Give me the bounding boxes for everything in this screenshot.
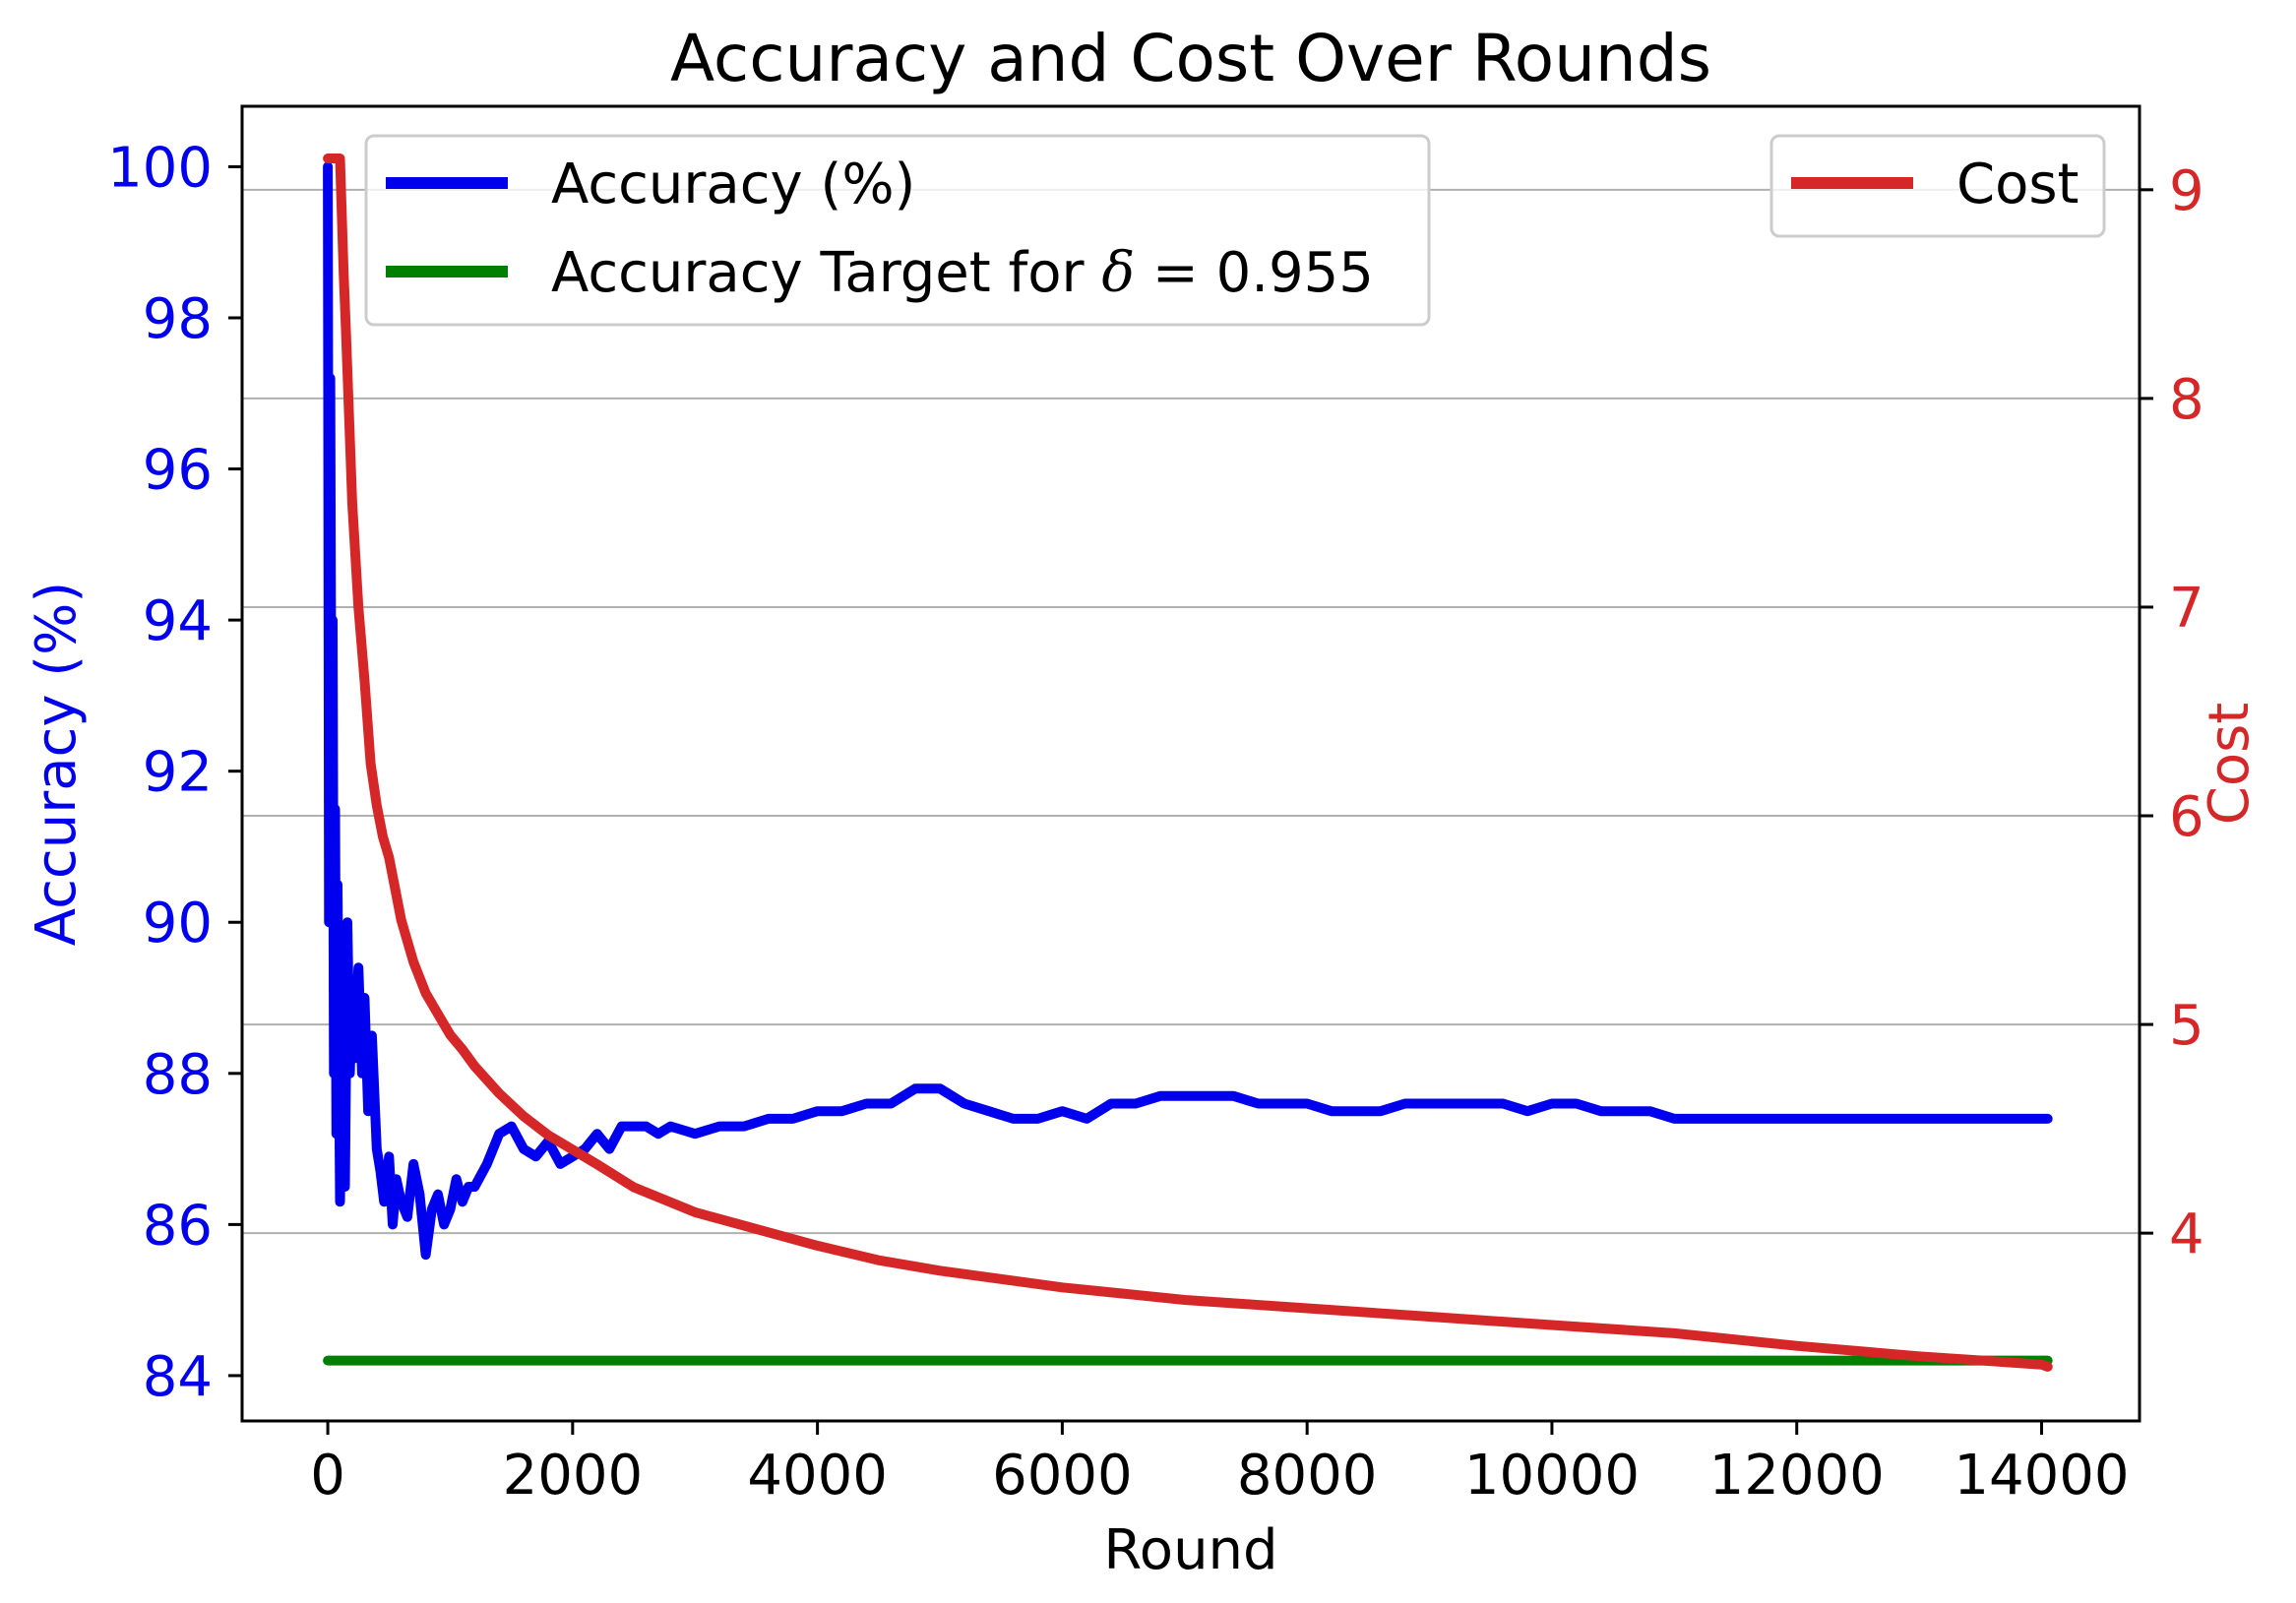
x-tick-label-0: 0 xyxy=(310,1444,345,1508)
y-axis-left-label: Accuracy (%) xyxy=(25,582,89,946)
x-axis: 0 2000 4000 6000 8000 10000 12000 14000 xyxy=(310,1421,2130,1508)
y-left-tick-label-84: 84 xyxy=(143,1345,213,1409)
y-left-tick-label-90: 90 xyxy=(143,892,213,956)
series-line-cost xyxy=(323,154,2053,1372)
y-left-tick-label-86: 86 xyxy=(143,1194,213,1258)
y-right-tick-label-7: 7 xyxy=(2169,577,2204,641)
y-axis-left: 84 86 88 90 92 94 96 98 100 xyxy=(107,136,242,1409)
legend-left: Accuracy (%) Accuracy Target for δ = 0.9… xyxy=(364,134,1431,327)
y-left-tick-label-94: 94 xyxy=(143,589,213,653)
legend-label-target-prefix: Accuracy Target for xyxy=(551,241,1101,305)
x-tick-label-8000: 8000 xyxy=(1237,1444,1378,1508)
x-axis-label: Round xyxy=(1103,1518,1277,1582)
legend-label-target: Accuracy Target for δ = 0.955 xyxy=(551,241,1374,305)
legend-left-box xyxy=(364,134,1431,327)
y-left-tick-label-98: 98 xyxy=(143,287,213,351)
plot-series xyxy=(323,154,2053,1372)
legend-label-target-symbol: δ xyxy=(1101,241,1135,305)
legend-label-accuracy: Accuracy (%) xyxy=(551,153,915,216)
y-right-tick-label-4: 4 xyxy=(2169,1202,2204,1266)
y-right-tick-label-6: 6 xyxy=(2169,785,2204,849)
legend-label-target-suffix: = 0.955 xyxy=(1135,241,1374,305)
y-right-tick-label-5: 5 xyxy=(2169,994,2204,1058)
x-tick-label-14000: 14000 xyxy=(1954,1444,2129,1508)
y-right-tick-label-9: 9 xyxy=(2169,159,2204,223)
y-axis-right: 4 5 6 7 8 9 xyxy=(2140,159,2204,1266)
x-tick-label-10000: 10000 xyxy=(1464,1444,1640,1508)
x-tick-label-12000: 12000 xyxy=(1709,1444,1885,1508)
legend-right-box xyxy=(1769,134,2106,238)
series-line-accuracy xyxy=(323,161,2053,1261)
x-tick-label-2000: 2000 xyxy=(503,1444,644,1508)
x-tick-label-6000: 6000 xyxy=(992,1444,1133,1508)
y-left-tick-label-96: 96 xyxy=(143,439,213,503)
y-left-tick-label-88: 88 xyxy=(143,1043,213,1107)
y-left-tick-label-92: 92 xyxy=(143,741,213,805)
y-right-tick-label-8: 8 xyxy=(2169,368,2204,432)
chart-title: Accuracy and Cost Over Rounds xyxy=(670,21,1711,96)
plot-frame xyxy=(240,104,2141,1423)
legend-right: Cost xyxy=(1769,134,2106,238)
y-left-tick-label-100: 100 xyxy=(107,136,213,200)
y-axis-right-label: Cost xyxy=(2198,703,2262,826)
legend-label-cost: Cost xyxy=(1956,153,2079,216)
x-tick-label-4000: 4000 xyxy=(747,1444,888,1508)
